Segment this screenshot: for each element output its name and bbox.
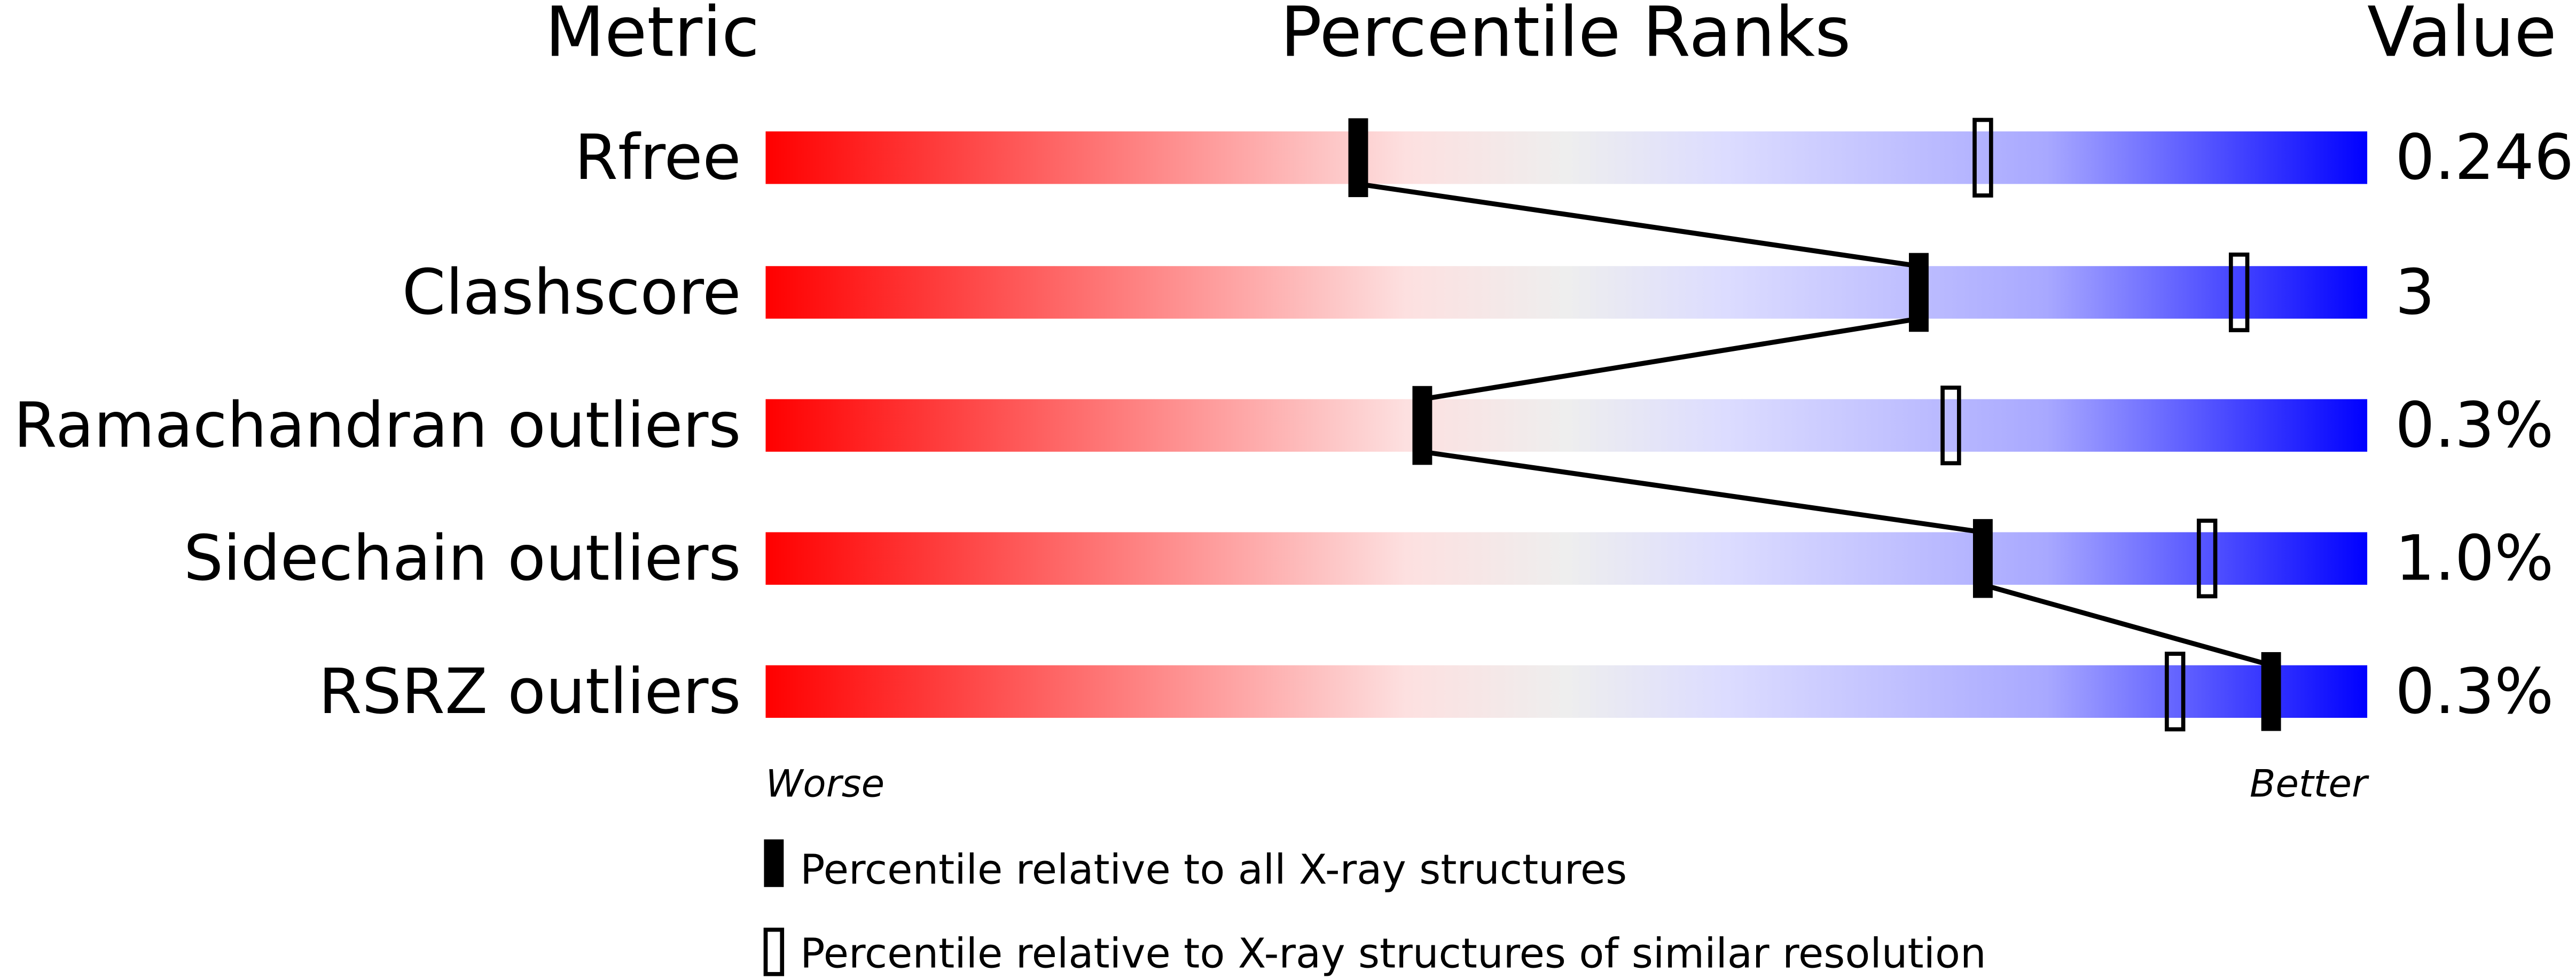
- legend-label-similar: Percentile relative to X-ray structures …: [800, 930, 1986, 977]
- metric-label: Ramachandran outliers: [13, 389, 741, 462]
- metric-label: Rfree: [575, 121, 741, 194]
- marker-all-structures: [1972, 519, 1993, 598]
- connector-line: [1422, 316, 1920, 402]
- marker-similar-resolution: [2165, 652, 2186, 732]
- connector-line: [1358, 181, 1920, 269]
- percentile-bar: [765, 665, 2368, 718]
- percentile-bar: [765, 131, 2368, 184]
- marker-all-structures: [1909, 253, 1929, 332]
- connector-line: [1422, 449, 1984, 535]
- legend-open-marker: [763, 927, 785, 976]
- metric-label: Sidechain outliers: [184, 522, 741, 595]
- marker-similar-resolution: [2197, 519, 2218, 599]
- metric-value: 3: [2395, 256, 2434, 328]
- axis-better-label: Better: [2250, 762, 2369, 806]
- header-value: Value: [2367, 0, 2557, 73]
- metric-value: 1.0%: [2395, 522, 2554, 595]
- legend-filled-marker: [764, 839, 784, 887]
- percentile-bar: [765, 399, 2368, 452]
- percentile-bar: [765, 532, 2368, 585]
- header-metric: Metric: [545, 0, 760, 73]
- metric-value: 0.3%: [2395, 655, 2554, 728]
- legend-label-all: Percentile relative to all X-ray structu…: [800, 847, 1627, 894]
- marker-similar-resolution: [1940, 385, 1961, 466]
- marker-similar-resolution: [1972, 118, 1993, 198]
- marker-all-structures: [1412, 386, 1432, 465]
- percentile-bar: [765, 266, 2368, 319]
- metric-value: 0.246: [2395, 121, 2574, 194]
- metric-value: 0.3%: [2395, 389, 2554, 462]
- metric-label: Clashscore: [402, 256, 741, 328]
- marker-similar-resolution: [2228, 252, 2250, 333]
- marker-all-structures: [1348, 118, 1368, 198]
- axis-worse-label: Worse: [765, 762, 884, 806]
- marker-all-structures: [2261, 652, 2281, 731]
- connector-line: [1982, 582, 2272, 668]
- header-percentile-ranks: Percentile Ranks: [1280, 0, 1851, 73]
- metric-label: RSRZ outliers: [318, 655, 741, 728]
